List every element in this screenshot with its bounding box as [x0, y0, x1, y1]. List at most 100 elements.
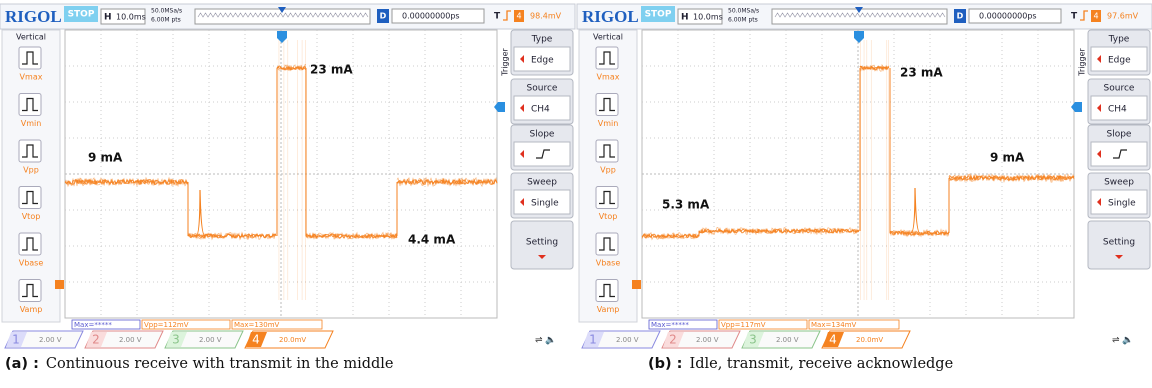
channel-scale: 2.00 V	[696, 336, 719, 344]
measure-icon	[19, 233, 41, 255]
channel-scale: 20.0mV	[279, 336, 306, 344]
measure-item: Vmin	[21, 119, 42, 128]
menu-title: Setting	[526, 238, 558, 248]
measure-icon	[596, 47, 618, 69]
points: 6.00M pts	[151, 17, 181, 24]
annotation: 9 mA	[88, 151, 123, 165]
usb-sound-icons: ⇌ 🔈	[535, 336, 557, 346]
menu-title: Type	[1108, 35, 1130, 45]
menu-side-label: Trigger	[1078, 47, 1087, 76]
caption: (b) :Idle, transmit, receive acknowledge	[648, 356, 953, 372]
t-label: T	[494, 12, 501, 22]
channel-scale: 2.00 V	[119, 336, 142, 344]
timebase: 10.0ms	[116, 13, 146, 22]
trigger-level: 97.6mV	[1107, 12, 1139, 21]
measurement: Max=*****	[651, 321, 689, 329]
sample-rate: 50.0MSa/s	[728, 8, 759, 15]
sidebar-title: Vertical	[16, 33, 46, 42]
measure-item: Vtop	[599, 212, 618, 221]
d-label: D	[957, 12, 964, 21]
channel-scale: 2.00 V	[39, 336, 62, 344]
caption-label: (b) :	[648, 356, 682, 372]
annotation: 4.4 mA	[408, 233, 456, 247]
delay: 0.00000000ps	[979, 12, 1037, 21]
measure-item: Vmax	[597, 73, 620, 82]
measure-item: Vmax	[20, 73, 43, 82]
measure-icon	[596, 233, 618, 255]
trigger-channel: 4	[1093, 12, 1098, 21]
screenshots: RIGOL STOP H 10.0ms 50.0MSa/s 6.00M pts D 0.000…	[0, 0, 1152, 388]
measure-icon	[19, 280, 41, 302]
status: STOP	[645, 10, 672, 20]
menu-title: Source	[527, 84, 558, 94]
t-label: T	[1071, 12, 1078, 22]
scope-panel: RIGOL STOP H 10.0ms 50.0MSa/s 6.00M pts D 0.000…	[0, 4, 575, 372]
menu-value: Edge	[531, 56, 554, 66]
delay: 0.00000000ps	[402, 12, 460, 21]
annotation: 9 mA	[990, 151, 1025, 165]
measure-item: Vamp	[597, 305, 620, 314]
ch4-offset-marker	[55, 280, 64, 289]
channel-number: 1	[589, 333, 597, 347]
channel-scale: 2.00 V	[199, 336, 222, 344]
measure-icon	[596, 280, 618, 302]
channel-number: 2	[669, 333, 677, 347]
channel-number: 4	[252, 333, 260, 347]
menu-title: Slope	[1107, 130, 1132, 140]
menu-title: Sweep	[527, 178, 557, 188]
channel-number: 2	[92, 333, 100, 347]
d-label: D	[380, 12, 387, 21]
measurement: Vpp=112mV	[144, 321, 189, 329]
channel-number: 3	[172, 333, 180, 347]
ch4-offset-marker	[632, 280, 641, 289]
channel-scale: 2.00 V	[616, 336, 639, 344]
points: 6.00M pts	[728, 17, 758, 24]
measure-icon	[19, 187, 41, 209]
measure-icon	[19, 140, 41, 162]
menu-value: CH4	[1108, 105, 1127, 115]
annotation: 5.3 mA	[662, 198, 710, 212]
measurement: Max=130mV	[234, 321, 280, 329]
menu-title: Setting	[1103, 238, 1135, 248]
measure-icon	[19, 47, 41, 69]
measure-item: Vpp	[600, 166, 616, 175]
measure-item: Vtop	[22, 212, 41, 221]
measure-item: Vpp	[23, 166, 39, 175]
menu-side-label: Trigger	[501, 47, 510, 76]
h-label: H	[681, 13, 689, 23]
measure-icon	[596, 187, 618, 209]
channel-number: 4	[829, 333, 837, 347]
measure-item: Vbase	[19, 259, 44, 268]
usb-sound-icons: ⇌ 🔈	[1112, 336, 1134, 346]
channel-scale: 2.00 V	[776, 336, 799, 344]
sidebar-title: Vertical	[593, 33, 623, 42]
channel-number: 1	[12, 333, 20, 347]
menu-value: Single	[1108, 199, 1136, 209]
annotation: 23 mA	[310, 63, 353, 77]
trigger-channel: 4	[516, 12, 521, 21]
measure-item: Vamp	[20, 305, 43, 314]
h-label: H	[104, 13, 112, 23]
measurement: Max=*****	[74, 321, 112, 329]
menu-title: Type	[531, 35, 553, 45]
sample-rate: 50.0MSa/s	[151, 8, 182, 15]
channel-scale: 20.0mV	[856, 336, 883, 344]
measurement: Max=134mV	[811, 321, 857, 329]
figure: RIGOL STOP H 10.0ms 50.0MSa/s 6.00M pts D 0.000…	[0, 0, 1152, 388]
caption: (a) : Continuous receive with transmit in…	[5, 356, 394, 372]
caption-label: (a) :	[5, 356, 39, 372]
menu-title: Slope	[530, 130, 555, 140]
measure-item: Vmin	[598, 119, 619, 128]
menu-value: CH4	[531, 105, 550, 115]
measure-icon	[19, 94, 41, 116]
status: STOP	[68, 10, 95, 20]
channel-number: 3	[749, 333, 757, 347]
menu-title: Source	[1104, 84, 1135, 94]
measure-item: Vbase	[596, 259, 621, 268]
logo: RIGOL	[582, 7, 639, 26]
caption-text: Continuous receive with transmit in the …	[46, 356, 394, 372]
measurement: Vpp=117mV	[721, 321, 766, 329]
measure-icon	[596, 94, 618, 116]
logo: RIGOL	[5, 7, 62, 26]
